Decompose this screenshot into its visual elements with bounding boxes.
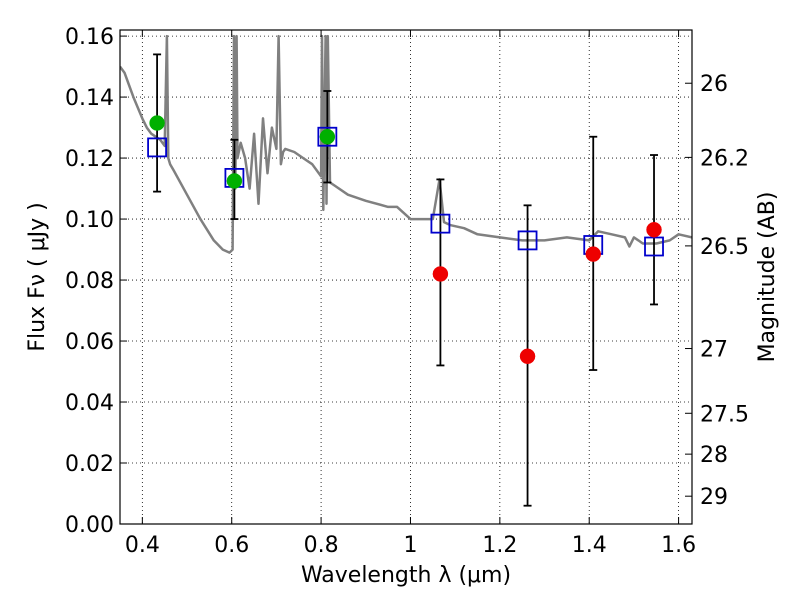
measured-flux-point — [149, 115, 165, 131]
y2-tick-label: 26 — [700, 72, 728, 97]
axis-ticks — [120, 30, 692, 525]
y-tick-label: 0.00 — [65, 513, 114, 538]
model-spectrum-layer — [120, 34, 692, 254]
measured-flux-point — [519, 348, 536, 365]
y2-tick-label: 26.5 — [700, 235, 749, 260]
y-tick-label: 0.10 — [65, 208, 114, 233]
axis-tick-labels: 0.4 0.6 0.8 1 1.2 1.4 1.6 0.00 0.02 0.04 0.06 0.08 0… — [65, 25, 749, 558]
x-tick-label: 0.6 — [214, 533, 249, 558]
x-tick-label: 1.2 — [482, 533, 517, 558]
y-tick-label: 0.16 — [65, 25, 114, 50]
x-tick-label: 0.4 — [125, 533, 160, 558]
y-tick-label: 0.04 — [65, 391, 114, 416]
x-tick-label: 0.8 — [304, 533, 339, 558]
y2-axis-label: Magnitude (AB) — [755, 192, 780, 363]
y-axis-label: Flux Fν ( μJy ) — [25, 202, 50, 351]
x-tick-label: 1 — [403, 533, 417, 558]
measured-flux-point — [319, 128, 336, 145]
y-tick-label: 0.14 — [65, 86, 114, 111]
x-tick-label: 1.6 — [661, 533, 696, 558]
y2-tick-label: 27.5 — [700, 402, 749, 427]
y-tick-label: 0.12 — [65, 147, 114, 172]
y2-tick-label: 27 — [700, 338, 728, 363]
plot-frame — [119, 29, 693, 525]
model-flux-square — [147, 137, 167, 158]
y-tick-label: 0.06 — [65, 330, 114, 355]
x-tick-label: 1.4 — [572, 533, 607, 558]
measured-flux-point — [226, 173, 243, 189]
model-flux-square — [517, 230, 538, 251]
measured-flux-point — [432, 266, 449, 282]
marker-layer — [147, 115, 664, 365]
x-axis-label: Wavelength λ (μm) — [301, 563, 511, 588]
y-tick-label: 0.08 — [65, 269, 114, 294]
model-spectrum-line — [120, 34, 692, 254]
model-flux-square — [317, 126, 338, 147]
y2-tick-label: 29 — [700, 485, 728, 510]
measured-flux-point — [646, 221, 662, 238]
model-flux-square — [644, 236, 664, 257]
y2-tick-label: 26.2 — [700, 146, 749, 171]
y-tick-label: 0.02 — [65, 452, 114, 477]
measured-flux-point — [585, 246, 601, 262]
model-flux-square — [430, 213, 451, 234]
y2-tick-label: 28 — [700, 443, 728, 468]
